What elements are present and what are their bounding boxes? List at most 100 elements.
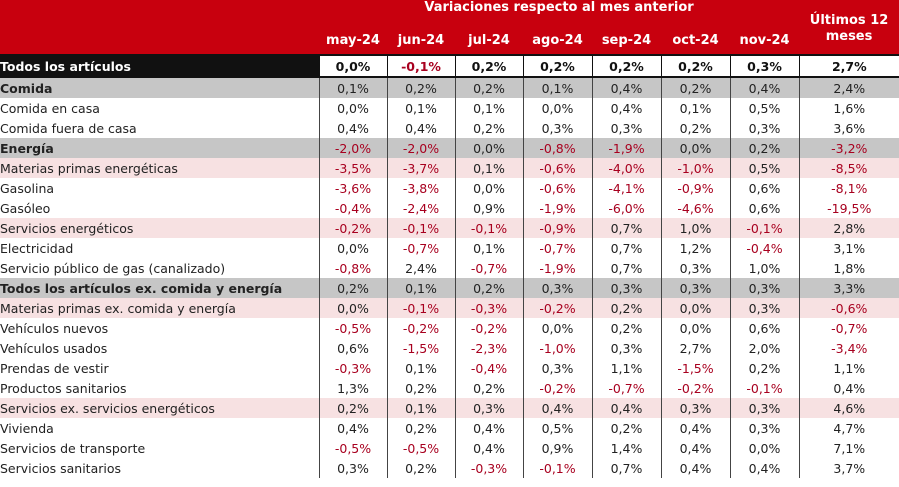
value-cell: 0,4% [660,458,730,478]
value-cell: 0,2% [729,358,800,378]
value-cell: 0,4% [729,458,800,478]
last12-line1: Últimos 12 [809,13,889,28]
value-cell: 0,5% [729,98,800,118]
month-header: jun-24 [387,26,455,55]
value-cell: -2,0% [386,138,455,158]
last12-cell: 7,1% [798,438,899,458]
value-cell: 0,1% [386,98,455,118]
value-cell: 0,4% [454,438,523,458]
table-row: Electricidad 0,0% -0,7% 0,1% -0,7% 0,7% 1,2% -0… [0,238,899,258]
last12-cell: 4,7% [798,418,899,438]
value-cell: -0,6% [522,158,592,178]
value-cell: -0,2% [660,378,730,398]
row-label: Prendas de vestir [0,358,319,378]
table-row: Servicio público de gas (canalizado) -0,8… [0,258,899,278]
value-cell: -0,5% [318,438,387,458]
value-cell: -0,7% [591,378,661,398]
value-cell: 0,3% [454,398,523,418]
value-cell: -1,9% [591,138,661,158]
month-header: jul-24 [455,26,523,55]
value-cell: 0,6% [318,338,387,358]
value-cell: 0,1% [386,398,455,418]
value-cell: 0,2% [386,378,455,398]
value-cell: 0,1% [454,238,523,258]
value-cell: -4,6% [660,198,730,218]
value-cell: 0,3% [522,118,592,138]
value-cell: 0,2% [386,418,455,438]
value-cell: 0,4% [454,418,523,438]
value-cell: 0,2% [454,54,523,78]
value-cell: 0,3% [729,118,800,138]
last12-cell: 3,3% [798,278,899,298]
value-cell: 0,2% [454,77,523,98]
value-cell: 0,2% [660,54,730,78]
table-row: Comida fuera de casa 0,4% 0,4% 0,2% 0,3% 0,3%… [0,118,899,138]
value-cell: 0,3% [660,398,730,418]
month-header: sep-24 [592,26,661,55]
value-cell: -0,2% [522,378,592,398]
value-cell: 0,5% [522,418,592,438]
value-cell: 0,0% [660,138,730,158]
row-label: Servicio público de gas (canalizado) [0,258,319,278]
value-cell: -0,1% [386,54,455,78]
value-cell: 0,2% [660,118,730,138]
table-row: Prendas de vestir -0,3% 0,1% -0,4% 0,3% 1,1% -… [0,358,899,378]
value-cell: 0,4% [591,398,661,418]
row-label: Electricidad [0,238,319,258]
value-cell: 0,1% [660,98,730,118]
table-row: Energía -2,0% -2,0% 0,0% -0,8% -1,9% 0,0% 0,2% -… [0,138,899,158]
value-cell: 0,3% [729,298,800,318]
row-label: Comida en casa [0,98,319,118]
value-cell: -0,3% [454,298,523,318]
value-cell: 0,3% [522,358,592,378]
last12-cell: -8,1% [798,178,899,198]
row-label: Servicios sanitarios [0,458,319,478]
value-cell: -0,8% [318,258,387,278]
value-cell: -0,1% [386,218,455,238]
row-label: Gasolina [0,178,319,198]
value-cell: -3,8% [386,178,455,198]
value-cell: 0,0% [318,238,387,258]
value-cell: 0,4% [386,118,455,138]
table-row: Servicios ex. servicios energéticos 0,2% 0… [0,398,899,418]
last12-cell: 2,7% [798,54,899,78]
value-cell: 0,2% [318,398,387,418]
last12-cell: 1,6% [798,98,899,118]
value-cell: -4,1% [591,178,661,198]
table-row: Todos los artículos 0,0% -0,1% 0,2% 0,2% 0,2%… [0,54,899,78]
value-cell: -2,4% [386,198,455,218]
value-cell: -0,2% [454,318,523,338]
month-header: may-24 [319,26,387,55]
value-cell: 0,3% [591,338,661,358]
value-cell: -0,7% [522,238,592,258]
value-cell: 0,0% [660,318,730,338]
table-row: Servicios energéticos -0,2% -0,1% -0,1% -0,9… [0,218,899,238]
last12-cell: 1,1% [798,358,899,378]
value-cell: 0,2% [522,54,592,78]
value-cell: -0,4% [729,238,800,258]
value-cell: 0,4% [318,418,387,438]
row-label: Vehículos usados [0,338,319,358]
value-cell: 0,2% [386,458,455,478]
value-cell: -0,1% [522,458,592,478]
value-cell: -0,4% [454,358,523,378]
value-cell: -0,5% [386,438,455,458]
value-cell: -0,1% [729,378,800,398]
table-row: Materias primas energéticas -3,5% -3,7% 0,1… [0,158,899,178]
value-cell: 0,1% [454,158,523,178]
value-cell: 1,0% [729,258,800,278]
last12-cell: 3,7% [798,458,899,478]
value-cell: -0,9% [522,218,592,238]
row-label: Servicios de transporte [0,438,319,458]
group-title: Variaciones respecto al mes anterior [319,0,800,26]
month-header: nov-24 [730,26,800,55]
table-row: Comida 0,1% 0,2% 0,2% 0,1% 0,4% 0,2% 0,4% 2,4% [0,77,899,98]
last12-cell: -0,7% [798,318,899,338]
value-cell: -1,5% [660,358,730,378]
last12-cell: -3,2% [798,138,899,158]
value-cell: 0,7% [591,218,661,238]
table-row: Vehículos nuevos -0,5% -0,2% -0,2% 0,0% 0,2% 0… [0,318,899,338]
value-cell: 1,2% [660,238,730,258]
value-cell: 0,1% [386,358,455,378]
value-cell: 0,7% [591,258,661,278]
